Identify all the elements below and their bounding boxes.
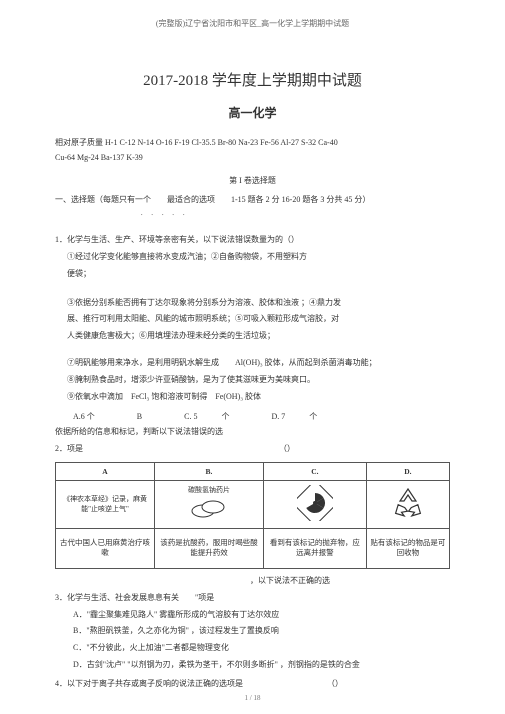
content-area: 2017-2018 学年度上学期期中试题 高一化学 相对原子质量 H-1 C-1… [0,69,505,693]
q2-stem-a: 依据所给的信息和标记，判断以下说法错误的选 [55,424,450,441]
q1-opt-d: D. 7 个 [271,412,317,421]
q3-a: A．"霾尘聚集难见路人" 雾霾所形成的气溶胶有丁达尔效应 [55,607,450,624]
page-header: (完整版)辽宁省沈阳市和平区_高一化学上学期期中试题 [0,0,505,29]
cell-b-caption: 碳酸氢钠药片 [158,485,260,495]
page-footer: 1 / 18 [0,694,505,702]
desc-b: 该药是抗酸药，服用时喝些酸能提升药效 [154,528,263,568]
q3-d: D．古剑"沈卢" "以剂钢为刃，柔铁为茎干，不尔则多断折" ，剂钢指的是铁的合金 [55,657,450,674]
q1-line4: 展、推行可利用太阳能、风能的城市照明系统；⑤可吸入颗粒形成气溶胶，对 [55,311,450,328]
question-4: 4．以下对于离子共存或离子反响的说法正确的选项是 （） [55,676,450,693]
q1-opt-c: C. 5 个 [184,412,229,421]
cell-a-text: 《神农本草经》记录，麻黄能"止咳逆上气" [56,480,155,528]
mass-label: 相对原子质量 [55,138,103,147]
mass-values-2: Cu-64 Mg-24 Ba-137 K-39 [55,153,143,162]
q1-stem: 1．化学与生活、生产、环境等亲密有关，以下说法错误数量为的（） [55,232,450,249]
q1-line3: ③依据分别系能否拥有丁达尔现象将分别系分为溶液、胶体和浊液 ；④鼎力发 [55,295,450,312]
q1-line8: ⑨依氧水中滴加 FeCl₃ 饱和溶液可制得 Fe(OH)₃ 胶体 [55,389,450,406]
q4-stem: 4．以下对于离子共存或离子反响的说法正确的选项是 （） [55,676,450,693]
instruction-1: 一、选择题（每题只有一个 最适合的选项 1-15 题各 2 分 16-20 题各… [55,194,450,207]
q3-c: C．"不分彼此，火上加油"二者都是物理变化 [55,640,450,657]
q1-options: A.6 个 B C. 5 个 D. 7 个 [55,411,450,422]
exam-title: 2017-2018 学年度上学期期中试题 [55,69,450,90]
th-c: C. [264,462,367,480]
q1-line6: ⑦明矾能够用来净水，是利用明矾水解生成 Al(OH)₃ 胶体，从而起到杀菌消毒功… [55,355,450,372]
q2-table: A B. C. D. 《神农本草经》记录，麻黄能"止咳逆上气" 碳酸氢钠药片 [55,462,450,569]
question-3: ，以下说法不正确的选 3．化学与生活、社会发展息息有关 "项是 A．"霾尘聚集难… [55,573,450,674]
q3-stem-b: 3．化学与生活、社会发展息息有关 "项是 [55,590,450,607]
cell-c-image [264,480,367,528]
q1-opt-a: A.6 个 [73,412,95,421]
pill-icon [189,497,229,523]
th-b: B. [154,462,263,480]
desc-d: 贴有该标记的物品是可回收物 [366,528,449,568]
q1-line7: ⑧腌制熟食品时，增添少许亚硝酸钠，是为了使其滋味更为美味爽口。 [55,372,450,389]
exam-subtitle: 高一化学 [55,104,450,121]
q1-line1: ①经过化学变化能够直接将水变成汽油；②自备购物袋，不用塑料方 [55,249,450,266]
mass-values-1: H-1 C-12 N-14 O-16 F-19 Cl-35.5 Br-80 Na… [105,138,338,147]
q3-b: B．"熬胆矾铁釜，久之亦化为铜" ，该过程发生了置换反响 [55,623,450,640]
table-header-row: A B. C. D. [56,462,450,480]
q2-stem-b: 2．项是 （） [55,441,450,458]
desc-c: 看到有该标记的抛弃物，应远离并报警 [264,528,367,568]
q1-line5: 人类健康危害极大；⑥用填埋法办理未经分类的生活垃圾； [55,328,450,345]
cell-a-content: 《神农本草经》记录，麻黄能"止咳逆上气" [59,494,151,515]
question-1: 1．化学与生活、生产、环境等亲密有关，以下说法错误数量为的（） ①经过化学变化能… [55,232,450,405]
table-desc-row: 古代中国人已用麻黄治疗咳嗽 该药是抗酸药，服用时喝些酸能提升药效 看到有该标记的… [56,528,450,568]
cell-b-image: 碳酸氢钠药片 [154,480,263,528]
th-d: D. [366,462,449,480]
q1-line2: 便袋； [55,266,450,283]
q3-stem-a: ，以下说法不正确的选 [55,573,450,590]
desc-a: 古代中国人已用麻黄治疗咳嗽 [56,528,155,568]
q1-opt-b: B [137,412,142,421]
instruction-dots: ． ． ． ． ． [140,208,450,218]
atomic-mass-block: 相对原子质量 H-1 C-12 N-14 O-16 F-19 Cl-35.5 B… [55,135,450,165]
section-1-label: 第 I 卷选择题 [55,175,450,186]
recycle-icon [390,485,426,523]
question-2: 依据所给的信息和标记，判断以下说法错误的选 2．项是 （） [55,424,450,458]
table-image-row: 《神农本草经》记录，麻黄能"止咳逆上气" 碳酸氢钠药片 [56,480,450,528]
cell-d-image [366,480,449,528]
radioactive-icon [297,485,333,523]
th-a: A [56,462,155,480]
